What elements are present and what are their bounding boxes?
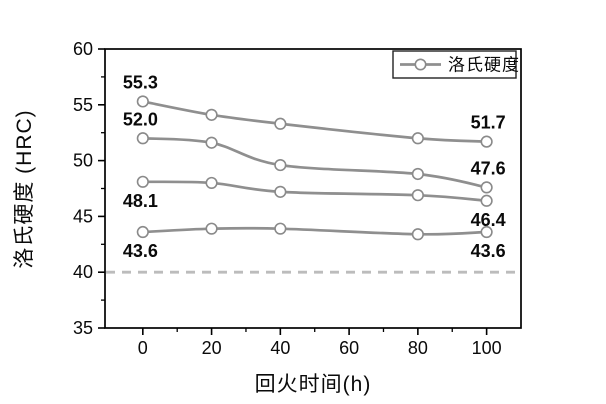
data-point-marker xyxy=(136,225,149,239)
x-tick-label: 40 xyxy=(270,338,290,358)
y-tick-label: 45 xyxy=(73,206,93,226)
data-point-label: 51.7 xyxy=(471,113,506,133)
y-axis-title: 洛氏硬度 (HRC) xyxy=(13,109,36,268)
y-tick-label: 35 xyxy=(73,318,93,338)
x-tick-label: 0 xyxy=(138,338,148,358)
x-tick-label: 100 xyxy=(472,338,502,358)
data-point-marker xyxy=(205,136,218,149)
data-point-label: 47.6 xyxy=(471,158,506,178)
data-point-marker xyxy=(136,95,149,108)
data-point-marker xyxy=(480,135,493,148)
y-tick-label: 55 xyxy=(73,95,93,115)
data-point-marker xyxy=(205,222,218,235)
data-point-marker xyxy=(480,225,493,239)
series-line-3 xyxy=(141,180,488,203)
series-line-1 xyxy=(141,100,488,143)
data-point-marker xyxy=(274,117,287,130)
plot-area: 35 40 45 50 55 60 0 20 40 60 80 100 55.3 51.7 52.0 47.6… xyxy=(73,39,522,358)
series-line-4 xyxy=(141,226,488,236)
series-line-2 xyxy=(141,136,488,189)
data-point-marker xyxy=(480,181,493,194)
x-tick-label: 60 xyxy=(339,338,359,358)
x-tick-label: 80 xyxy=(408,338,428,358)
data-point-marker xyxy=(136,175,149,188)
legend: 洛氏硬度 xyxy=(392,50,520,79)
plot-border xyxy=(104,48,522,329)
data-point-label: 55.3 xyxy=(123,72,158,92)
data-point-marker xyxy=(411,167,424,181)
data-point-marker xyxy=(205,176,218,190)
data-point-marker xyxy=(480,194,493,207)
x-tick-label: 20 xyxy=(202,338,222,358)
data-point-marker xyxy=(205,108,218,121)
data-point-label: 43.6 xyxy=(123,241,158,261)
y-tick-label: 50 xyxy=(73,151,93,171)
data-point-marker xyxy=(411,228,424,241)
y-tick-label: 60 xyxy=(73,39,93,59)
data-point-marker xyxy=(274,222,287,235)
data-point-marker xyxy=(274,158,287,172)
x-axis-title: 回火时间(h) xyxy=(255,373,372,396)
data-point-label: 52.0 xyxy=(123,109,158,129)
data-point-label: 43.6 xyxy=(471,241,506,261)
legend-marker-icon xyxy=(414,58,427,71)
legend-label: 洛氏硬度 xyxy=(448,56,520,75)
data-point-marker xyxy=(411,189,424,202)
data-point-marker xyxy=(274,185,287,198)
data-point-label: 48.1 xyxy=(123,191,158,211)
data-point-marker xyxy=(411,132,424,145)
data-point-marker xyxy=(136,132,149,145)
y-tick-label: 40 xyxy=(73,262,93,282)
data-point-label: 46.4 xyxy=(471,210,506,230)
